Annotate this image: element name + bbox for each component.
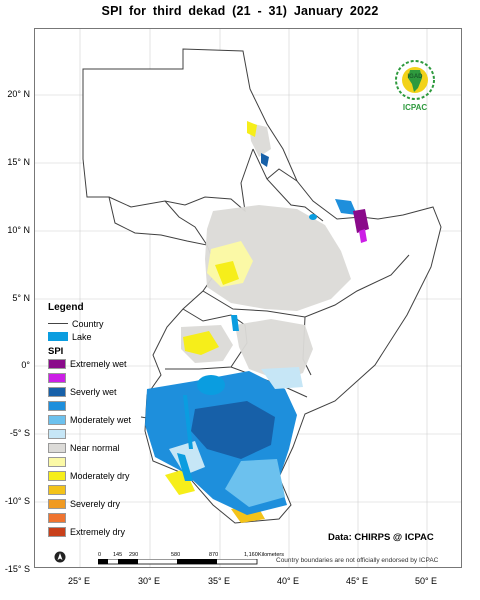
spi-legend-title: SPI [48,346,64,357]
spi-swatch [48,513,66,523]
latitude-label: 15° N [7,157,30,167]
spi-class-row: Extremely wet [48,359,168,373]
spi-swatch [48,401,66,411]
spi-class-label: Moderately dry [70,471,130,481]
lakes [177,214,317,481]
longitude-label: 30° E [137,576,161,586]
spi-class-row [48,513,168,527]
spi-swatch [48,359,66,369]
longitude-label: 25° E [67,576,91,586]
spi-swatch [48,373,66,383]
spi-class-row [48,457,168,471]
spi-swatch [48,415,66,425]
disclaimer: Country boundaries are not officially en… [276,557,439,564]
latitude-label: 0° [21,360,30,370]
spi-class-label: Near normal [70,443,120,453]
scale-number: 870 [209,552,219,558]
spi-class-row: Severly wet [48,387,168,401]
spi-class-row: Extremely dry [48,527,168,541]
spi-class-row [48,485,168,499]
legend-lake-label: Lake [72,331,92,342]
spi-swatch [48,443,66,453]
spi-swatch [48,387,66,397]
spi-class-label: Extremely dry [70,527,126,537]
scale-number: 1,160 [244,552,258,558]
spi-class-row: Moderately dry [48,471,168,485]
logo-name: IGAD [408,74,424,80]
latitude-label: 5° N [12,293,30,303]
spi-class-row [48,401,168,415]
spi-swatch [48,429,66,439]
spi-class-row: Near normal [48,443,168,457]
spi-class-label: Moderately wet [70,415,132,425]
logo-subtitle: ICPAC [403,103,428,112]
longitude-label: 45° E [345,576,369,586]
scale-units: Kilometers [258,552,284,558]
spi-class-row: Severely dry [48,499,168,513]
lake-swatch [48,332,68,341]
legend-country-label: Country [72,318,104,329]
longitude-label: 40° E [276,576,300,586]
longitude-label: 50° E [414,576,438,586]
scale-number: 580 [171,552,181,558]
country-line-swatch [48,323,68,324]
map-title: SPI for third dekad (21 - 31) January 20… [101,4,379,18]
spi-classes: Extremely wet Severly wet Moderately wet Ne… [48,359,168,541]
spi-swatch [48,471,66,481]
spi-swatch [48,457,66,467]
longitude-label: 35° E [207,576,231,586]
latitude-label: 10° N [7,225,30,235]
legend: Legend Country Lake SPI Extremely wet Sev… [48,302,168,541]
spi-class-row: Moderately wet [48,415,168,429]
spi-class-label: Severely dry [70,499,121,509]
spi-class-row [48,373,168,387]
legend-lake: Lake [48,330,168,343]
scale-number: 290 [129,552,139,558]
legend-country: Country [48,317,168,330]
spi-swatch [48,499,66,509]
legend-title: Legend [48,302,84,313]
latitude-label: -15° S [4,564,30,574]
scale-bar [98,559,258,565]
north-arrow-icon [54,551,66,563]
spi-class-row [48,429,168,443]
scale-number: 0 [98,552,102,558]
spi-class-label: Extremely wet [70,359,127,369]
spi-class-label: Severly wet [70,387,117,397]
scale-number: 145 [113,552,123,558]
map-canvas [35,29,461,567]
latitude-label: 20° N [7,89,30,99]
latitude-label: -5° S [9,428,30,438]
latitude-label: -10° S [4,496,30,506]
map-frame [34,28,462,568]
spi-swatch [48,485,66,495]
spi-wet-patches [145,153,369,515]
data-credit: Data: CHIRPS @ ICPAC [328,532,434,543]
spi-swatch [48,527,66,537]
igad-icpac-logo: IGAD ICPAC [395,60,435,112]
